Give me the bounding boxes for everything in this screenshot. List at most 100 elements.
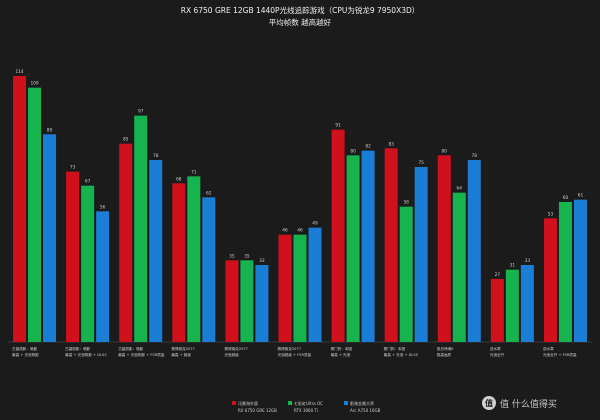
bar-value-label: 31 (510, 263, 516, 269)
watermark-text: 值 什么值得买 (500, 398, 557, 410)
category-label: 光追超级 (224, 352, 239, 357)
legend-swatch (232, 401, 236, 405)
bar-value-label: 62 (206, 190, 212, 196)
category-label: 孤岛惊魂6 (437, 346, 454, 351)
category-label: 赛博朋克2077 (224, 346, 248, 351)
bar-value-label: 71 (191, 169, 197, 175)
bar (187, 176, 201, 342)
bar-value-label: 35 (229, 253, 235, 259)
bar (490, 279, 504, 342)
bar (134, 115, 148, 343)
bar (255, 265, 269, 342)
bar-value-label: 60 (563, 195, 569, 201)
bar (172, 183, 186, 342)
bar-value-label: 67 (85, 179, 91, 185)
bar-value-label: 82 (365, 144, 371, 150)
bar (437, 155, 451, 342)
bar (452, 192, 466, 342)
category-label: 最高 + 光追 (331, 352, 351, 357)
category-label: 古墓丽影：暗影 (12, 346, 38, 351)
bar-value-label: 58 (403, 200, 409, 206)
category-label: 最高 + 超级 (171, 352, 191, 357)
chart-subtitle: 平均帧数 越高越好 (269, 17, 332, 27)
bar-value-label: 56 (100, 204, 106, 210)
bars-group (13, 76, 587, 343)
watermark: 值 值 什么值得买 (482, 396, 557, 410)
bar-value-label: 73 (70, 165, 76, 171)
category-label: 看门狗：军团 (384, 346, 406, 351)
bar (573, 199, 587, 342)
bar-value-label: 35 (244, 253, 250, 259)
bar (558, 202, 572, 342)
bar-value-label: 114 (15, 69, 23, 75)
bar-value-label: 33 (259, 258, 265, 264)
legend-sublabel: Arc A750 16GB (350, 408, 381, 413)
bar-value-label: 46 (282, 228, 288, 234)
bar (520, 265, 534, 342)
category-label: 古墓丽影：暗影 (65, 346, 91, 351)
bar (13, 76, 27, 342)
bar (308, 227, 322, 342)
category-label: 看门狗：军团 (331, 346, 353, 351)
bar-value-label: 78 (472, 153, 478, 159)
chart-title: RX 6750 GRE 12GB 1440P光线追踪游戏（CPU为锐龙9 795… (181, 5, 420, 15)
bar-value-label: 27 (495, 272, 501, 278)
legend-swatch (344, 401, 348, 405)
bar (361, 150, 375, 342)
bar-value-label: 75 (418, 160, 424, 166)
bar (399, 206, 413, 342)
bar (384, 148, 398, 342)
bar-value-label: 49 (312, 221, 318, 227)
category-label: 光追全开 + FSR质量 (543, 352, 577, 357)
category-label: 光追超级 + FSR质量 (278, 352, 312, 357)
bar (331, 129, 345, 342)
watermark-logo-glyph: 值 (485, 398, 493, 408)
bar-value-label: 89 (47, 127, 53, 133)
bar-value-label: 46 (297, 228, 303, 234)
category-label: 逆水寒 (543, 346, 554, 351)
bar (96, 211, 110, 342)
category-label: 最高 + 光追阴影 (12, 352, 39, 357)
bar (43, 134, 57, 342)
bar-value-label: 61 (578, 193, 584, 199)
bar-value-label: 33 (525, 258, 531, 264)
bar-value-label: 109 (30, 81, 38, 87)
bar-value-label: 97 (138, 109, 144, 115)
bar (119, 143, 133, 342)
bar (278, 234, 292, 342)
bar-value-label: 85 (123, 137, 129, 143)
bar (346, 155, 360, 342)
bar (240, 260, 254, 342)
bar (225, 260, 239, 342)
bar (149, 160, 163, 342)
bar-value-label: 78 (153, 153, 159, 159)
legend-swatch (288, 401, 292, 405)
bar (202, 197, 216, 342)
category-label: 赛博朋克2077 (278, 346, 302, 351)
bar-value-label: 68 (176, 176, 182, 182)
legend-label: 影驰金属大师 (350, 400, 374, 406)
bar-value-label: 91 (335, 123, 341, 129)
legend-label: 七彩虹Ultra OC (294, 400, 323, 406)
bar (66, 171, 80, 342)
bar (414, 167, 428, 342)
bar-value-label: 80 (442, 148, 448, 154)
watermark-logo-icon (482, 396, 496, 410)
category-label: 逆水寒 (490, 346, 501, 351)
legend: 讯景海外版 RX 6750 GRE 12GB 七彩虹Ultra OC RTX 3060… (232, 400, 381, 413)
legend-sublabel: RTX 3060 Ti (294, 408, 318, 413)
bar (467, 160, 481, 342)
bar-value-label: 80 (350, 148, 356, 154)
bar-value-label: 83 (388, 141, 394, 147)
bar-value-label: 64 (457, 186, 463, 192)
bar (81, 185, 95, 342)
category-label: 光追全开 (490, 352, 505, 357)
bar-value-label: 53 (548, 211, 554, 217)
legend-label: 讯景海外版 (238, 400, 258, 406)
category-label: 最高 + 光追 + DLSS (384, 352, 419, 357)
category-label: 古墓丽影：暗影 (118, 346, 144, 351)
bar (28, 87, 42, 343)
bar (505, 269, 519, 342)
